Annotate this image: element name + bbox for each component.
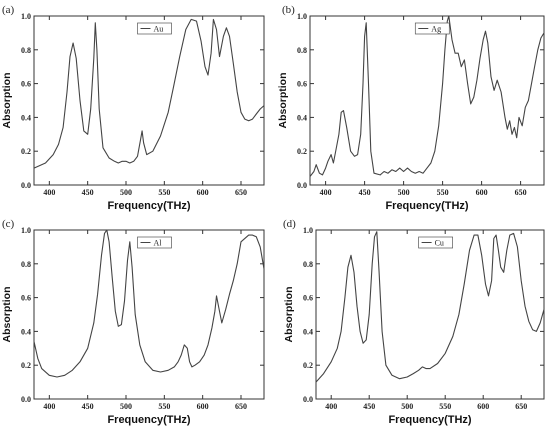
y-tick-label: 1.0 bbox=[21, 226, 31, 235]
series-line bbox=[33, 18, 265, 169]
y-tick-label: 0.4 bbox=[297, 113, 307, 122]
y-tick-label: 0.6 bbox=[303, 294, 313, 303]
panel-letter: (c) bbox=[2, 218, 15, 230]
y-axis-label: Absorption bbox=[1, 73, 13, 129]
series-line bbox=[315, 231, 545, 383]
x-tick-label: 650 bbox=[515, 188, 527, 197]
panel-letter: (d) bbox=[283, 218, 296, 230]
x-tick-label: 450 bbox=[359, 188, 371, 197]
x-axis-label: Frequency(THz) bbox=[107, 200, 190, 212]
x-tick-label: 550 bbox=[158, 188, 170, 197]
y-axis-label: Absorption bbox=[277, 73, 289, 129]
y-tick-label: 0.2 bbox=[21, 147, 31, 156]
x-axis-label: Frequency(THz) bbox=[388, 414, 471, 426]
panel-a: (a) 400 450 500 550 600 650 0.0 0.2 0.4 0.6 0.8 1.0 F… bbox=[1, 4, 265, 212]
legend-label: Cu bbox=[435, 239, 444, 248]
panel-d: (d) 400 450 500 550 600 650 0.0 0.2 0.4 0.6 0.8 1.0 F… bbox=[283, 218, 545, 426]
y-tick-label: 0.8 bbox=[21, 46, 31, 55]
y-tick-label: 0.6 bbox=[297, 80, 307, 89]
legend-box bbox=[418, 236, 453, 249]
legend: Ag bbox=[414, 22, 450, 35]
panel-b: (b) 400 450 500 550 600 650 0.0 0.2 0.4 0.6 0.8 1.0 F… bbox=[277, 4, 545, 212]
y-tick-label: 0.2 bbox=[21, 361, 31, 370]
y-tick-label: 0.0 bbox=[297, 181, 307, 190]
y-tick-label: 0.8 bbox=[21, 260, 31, 269]
y-axis-label: Absorption bbox=[283, 287, 295, 343]
y-axis-label: Absorption bbox=[1, 287, 13, 343]
x-tick-label: 600 bbox=[197, 188, 209, 197]
y-tick-label: 0.4 bbox=[21, 113, 31, 122]
x-tick-label: 450 bbox=[82, 188, 94, 197]
legend: Au bbox=[137, 22, 172, 35]
y-tick-label: 1.0 bbox=[297, 12, 307, 21]
panel-c: (c) 400 450 500 550 600 650 0.0 0.2 0.4 0.6 0.8 1.0 F… bbox=[1, 218, 265, 426]
x-tick-label: 400 bbox=[320, 188, 332, 197]
x-axis-label: Frequency(THz) bbox=[107, 414, 190, 426]
x-tick-label: 650 bbox=[515, 402, 527, 411]
y-tick-label: 0.0 bbox=[21, 395, 31, 404]
series-line bbox=[309, 15, 545, 177]
legend-label: Au bbox=[154, 25, 164, 34]
x-tick-label: 600 bbox=[197, 402, 209, 411]
legend: Al bbox=[137, 236, 172, 249]
panel-letter: (a) bbox=[2, 4, 15, 16]
y-tick-label: 0.8 bbox=[297, 46, 307, 55]
panel-letter: (b) bbox=[282, 4, 295, 16]
x-tick-label: 550 bbox=[439, 402, 451, 411]
y-tick-label: 0.0 bbox=[21, 181, 31, 190]
y-tick-label: 0.4 bbox=[303, 327, 313, 336]
y-tick-label: 0.0 bbox=[303, 395, 313, 404]
x-tick-label: 400 bbox=[43, 402, 55, 411]
legend-box bbox=[137, 22, 172, 35]
x-axis-label: Frequency(THz) bbox=[385, 200, 468, 212]
x-tick-label: 600 bbox=[477, 402, 489, 411]
x-tick-label: 450 bbox=[82, 402, 94, 411]
x-tick-label: 650 bbox=[235, 188, 247, 197]
x-tick-label: 450 bbox=[363, 402, 375, 411]
y-tick-label: 0.6 bbox=[21, 294, 31, 303]
legend: Cu bbox=[418, 236, 453, 249]
y-tick-label: 0.4 bbox=[21, 327, 31, 336]
x-tick-label: 500 bbox=[401, 402, 413, 411]
x-tick-label: 550 bbox=[158, 402, 170, 411]
y-tick-label: 0.6 bbox=[21, 80, 31, 89]
y-tick-label: 0.8 bbox=[303, 260, 313, 269]
x-tick-label: 500 bbox=[120, 188, 132, 197]
legend-label: Al bbox=[154, 239, 163, 248]
plot-frame bbox=[33, 15, 265, 186]
x-tick-label: 400 bbox=[325, 402, 337, 411]
y-tick-label: 1.0 bbox=[303, 226, 313, 235]
legend-box bbox=[137, 236, 172, 249]
x-tick-label: 500 bbox=[398, 188, 410, 197]
legend-box bbox=[414, 22, 450, 35]
y-tick-label: 0.2 bbox=[303, 361, 313, 370]
y-tick-label: 1.0 bbox=[21, 12, 31, 21]
legend-label: Ag bbox=[431, 25, 441, 34]
plot-frame bbox=[33, 229, 265, 400]
x-tick-label: 550 bbox=[437, 188, 449, 197]
x-tick-label: 650 bbox=[235, 402, 247, 411]
plot-frame bbox=[315, 229, 545, 400]
plot-frame bbox=[309, 15, 545, 186]
x-tick-label: 400 bbox=[43, 188, 55, 197]
series-line bbox=[33, 229, 265, 378]
y-tick-label: 0.2 bbox=[297, 147, 307, 156]
x-tick-label: 600 bbox=[476, 188, 488, 197]
x-tick-label: 500 bbox=[120, 402, 132, 411]
